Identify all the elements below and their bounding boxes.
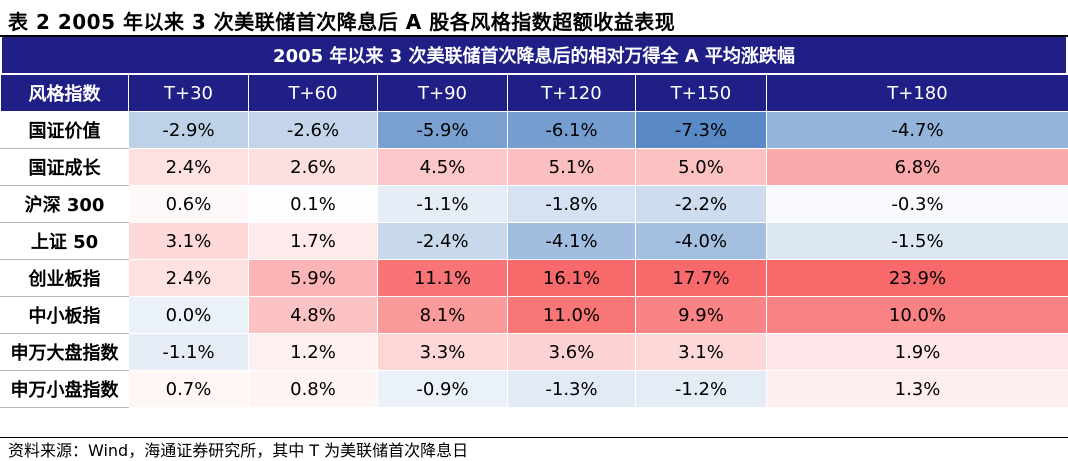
heatmap-cell: 3.1% <box>635 333 767 371</box>
heatmap-cell: 0.0% <box>128 296 249 334</box>
heatmap-cell: 5.9% <box>248 259 378 297</box>
heatmap-cell: -4.7% <box>766 111 1068 149</box>
row-label: 沪深 300 <box>0 185 129 223</box>
heatmap-cell: 9.9% <box>635 296 767 334</box>
heatmap-cell: 11.1% <box>377 259 508 297</box>
heatmap-cell: 5.1% <box>507 148 636 186</box>
table-row: 国证成长 2.4% 2.6% 4.5% 5.1% 5.0% 6.8% <box>0 148 1068 186</box>
heatmap-cell: 3.3% <box>377 333 508 371</box>
table-row: 中小板指 0.0% 4.8% 8.1% 11.0% 9.9% 10.0% <box>0 296 1068 334</box>
heatmap-cell: -5.9% <box>377 111 508 149</box>
row-label: 国证成长 <box>0 148 129 186</box>
heatmap-cell: 1.9% <box>766 333 1068 371</box>
table-row: 国证价值 -2.9% -2.6% -5.9% -6.1% -7.3% -4.7% <box>0 111 1068 149</box>
column-header: T+90 <box>377 74 508 112</box>
heatmap-cell: 3.1% <box>128 222 249 260</box>
heatmap-cell: 23.9% <box>766 259 1068 297</box>
heatmap-cell: 1.7% <box>248 222 378 260</box>
heatmap-cell: 11.0% <box>507 296 636 334</box>
table-row: 上证 50 3.1% 1.7% -2.4% -4.1% -4.0% -1.5% <box>0 222 1068 260</box>
row-label: 申万大盘指数 <box>0 333 129 371</box>
heatmap-cell: -1.8% <box>507 185 636 223</box>
table-row: 申万大盘指数 -1.1% 1.2% 3.3% 3.6% 3.1% 1.9% <box>0 333 1068 371</box>
heatmap-cell: -2.4% <box>377 222 508 260</box>
heatmap-cell: -4.1% <box>507 222 636 260</box>
heatmap-cell: 8.1% <box>377 296 508 334</box>
heatmap-cell: 16.1% <box>507 259 636 297</box>
heatmap-cell: 6.8% <box>766 148 1068 186</box>
table-row: 沪深 300 0.6% 0.1% -1.1% -1.8% -2.2% -0.3% <box>0 185 1068 223</box>
row-label: 中小板指 <box>0 296 129 334</box>
table-row: 申万小盘指数 0.7% 0.8% -0.9% -1.3% -1.2% 1.3% <box>0 370 1068 408</box>
heatmap-cell: -7.3% <box>635 111 767 149</box>
heatmap-cell: 5.0% <box>635 148 767 186</box>
heatmap-cell: 1.3% <box>766 370 1068 408</box>
header-row: 风格指数 T+30 T+60 T+90 T+120 T+150 T+180 <box>0 74 1068 112</box>
column-header: T+180 <box>766 74 1068 112</box>
row-label: 创业板指 <box>0 259 129 297</box>
row-label: 上证 50 <box>0 222 129 260</box>
heatmap-cell: 0.7% <box>128 370 249 408</box>
heatmap-cell: -2.2% <box>635 185 767 223</box>
heatmap-cell: -0.3% <box>766 185 1068 223</box>
heatmap-cell: -2.6% <box>248 111 378 149</box>
table-row: 创业板指 2.4% 5.9% 11.1% 16.1% 17.7% 23.9% <box>0 259 1068 297</box>
heatmap-cell: 1.2% <box>248 333 378 371</box>
heatmap-cell: 2.6% <box>248 148 378 186</box>
table-frame: 2005 年以来 3 次美联储首次降息后的相对万得全 A 平均涨跌幅 风格指数 … <box>0 35 1068 438</box>
column-header: T+150 <box>635 74 767 112</box>
table-subtitle: 2005 年以来 3 次美联储首次降息后的相对万得全 A 平均涨跌幅 <box>2 37 1066 73</box>
heatmap-cell: 0.8% <box>248 370 378 408</box>
table-body: 国证价值 -2.9% -2.6% -5.9% -6.1% -7.3% -4.7% 国证成长 2.… <box>0 111 1068 408</box>
heatmap-cell: 4.5% <box>377 148 508 186</box>
heatmap-cell: 2.4% <box>128 259 249 297</box>
heatmap-cell: 3.6% <box>507 333 636 371</box>
heatmap-cell: -1.3% <box>507 370 636 408</box>
heatmap-cell: 4.8% <box>248 296 378 334</box>
heatmap-cell: 17.7% <box>635 259 767 297</box>
heatmap-cell: 0.6% <box>128 185 249 223</box>
heatmap-cell: -1.1% <box>128 333 249 371</box>
heatmap-cell: -1.2% <box>635 370 767 408</box>
column-header: T+60 <box>248 74 378 112</box>
column-header: T+30 <box>128 74 249 112</box>
heatmap-cell: 0.1% <box>248 185 378 223</box>
heatmap-cell: -1.5% <box>766 222 1068 260</box>
heatmap-cell: 10.0% <box>766 296 1068 334</box>
row-label: 国证价值 <box>0 111 129 149</box>
source-note: 资料来源：Wind，海通证券研究所，其中 T 为美联储首次降息日 <box>8 441 469 460</box>
column-header: T+120 <box>507 74 636 112</box>
row-label: 申万小盘指数 <box>0 370 129 408</box>
table-title: 表 2 2005 年以来 3 次美联储首次降息后 A 股各风格指数超额收益表现 <box>8 10 676 34</box>
heatmap-cell: -2.9% <box>128 111 249 149</box>
heatmap-cell: 2.4% <box>128 148 249 186</box>
heatmap-cell: -1.1% <box>377 185 508 223</box>
heatmap-cell: -4.0% <box>635 222 767 260</box>
heatmap-cell: -6.1% <box>507 111 636 149</box>
heatmap-cell: -0.9% <box>377 370 508 408</box>
heatmap-table: 风格指数 T+30 T+60 T+90 T+120 T+150 T+180 国证价值 -2.… <box>0 74 1068 408</box>
corner-header: 风格指数 <box>0 74 129 112</box>
